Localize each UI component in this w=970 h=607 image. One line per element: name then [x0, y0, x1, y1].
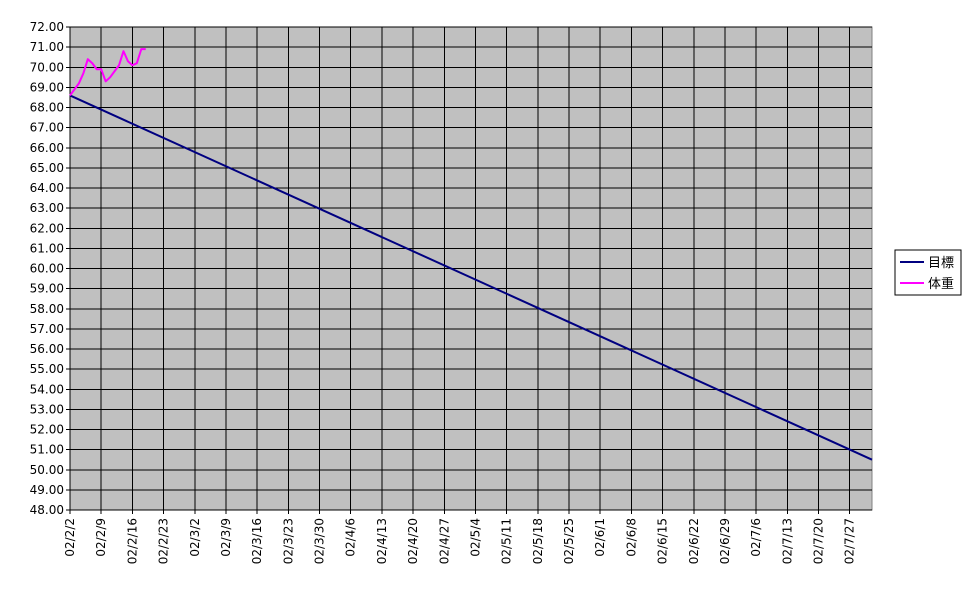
x-tick-label: 02/5/18 — [531, 518, 545, 564]
x-tick-label: 02/7/13 — [780, 518, 794, 564]
y-tick-label: 60.00 — [30, 262, 64, 276]
legend-label-weight: 体重 — [928, 276, 954, 292]
y-tick-label: 52.00 — [30, 423, 64, 437]
x-tick-label: 02/5/4 — [468, 518, 482, 557]
x-tick-label: 02/3/23 — [281, 518, 295, 564]
x-tick-label: 02/3/30 — [313, 518, 327, 564]
x-tick-label: 02/6/22 — [687, 518, 701, 564]
y-tick-label: 53.00 — [30, 402, 64, 416]
x-tick-label: 02/2/16 — [125, 518, 139, 564]
y-tick-label: 54.00 — [30, 382, 64, 396]
y-tick-label: 55.00 — [30, 362, 64, 376]
y-tick-label: 48.00 — [30, 503, 64, 517]
y-tick-label: 51.00 — [30, 443, 64, 457]
x-tick-label: 02/5/11 — [500, 518, 514, 564]
y-tick-label: 71.00 — [30, 40, 64, 54]
series-line-0 — [69, 94, 873, 461]
x-tick-label: 02/5/25 — [562, 518, 576, 564]
x-tick-label: 02/2/23 — [157, 518, 171, 564]
y-tick-label: 67.00 — [30, 121, 64, 135]
y-tick-label: 56.00 — [30, 342, 64, 356]
x-tick-label: 02/7/20 — [812, 518, 826, 564]
x-tick-label: 02/6/8 — [624, 518, 638, 557]
x-tick-label: 02/3/16 — [250, 518, 264, 564]
x-tick-label: 02/7/6 — [749, 518, 763, 557]
x-tick-label: 02/4/6 — [344, 518, 358, 557]
series-line-1 — [69, 48, 146, 97]
x-axis: 02/2/2 02/2/9 02/2/16 02/2/23 02/3/2 02/3/9 02… — [63, 509, 872, 564]
x-tick-label: 02/2/9 — [94, 518, 108, 557]
legend: 目標 体重 — [894, 249, 962, 296]
y-tick-label: 62.00 — [30, 221, 64, 235]
y-tick-label: 66.00 — [30, 141, 64, 155]
x-tick-label: 02/2/2 — [63, 518, 77, 557]
y-axis: 48.00 49.00 50.00 51.00 52.00 53.00 54.00 55.00… — [30, 20, 71, 517]
x-tick-label: 02/3/9 — [219, 518, 233, 557]
x-tick-label: 02/7/27 — [843, 518, 857, 564]
y-tick-label: 61.00 — [30, 241, 64, 255]
y-tick-label: 65.00 — [30, 161, 64, 175]
y-tick-label: 63.00 — [30, 201, 64, 215]
series-lines — [69, 48, 873, 461]
y-tick-label: 57.00 — [30, 322, 64, 336]
x-tick-label: 02/3/2 — [188, 518, 202, 557]
y-tick-label: 70.00 — [30, 60, 64, 74]
x-tick-label: 02/4/27 — [437, 518, 451, 564]
x-tick-label: 02/6/15 — [656, 518, 670, 564]
y-tick-label: 72.00 — [30, 20, 64, 34]
x-tick-label: 02/4/20 — [406, 518, 420, 564]
y-tick-label: 68.00 — [30, 101, 64, 115]
x-tick-label: 02/6/1 — [593, 518, 607, 557]
legend-label-goal: 目標 — [928, 256, 954, 271]
y-tick-label: 59.00 — [30, 282, 64, 296]
y-tick-label: 69.00 — [30, 80, 64, 94]
y-tick-label: 64.00 — [30, 181, 64, 195]
legend-box — [894, 249, 962, 296]
y-tick-label: 58.00 — [30, 302, 64, 316]
y-tick-label: 50.00 — [30, 463, 64, 477]
x-tick-label: 02/4/13 — [375, 518, 389, 564]
x-tick-label: 02/6/29 — [718, 518, 732, 564]
y-tick-label: 49.00 — [30, 483, 64, 497]
